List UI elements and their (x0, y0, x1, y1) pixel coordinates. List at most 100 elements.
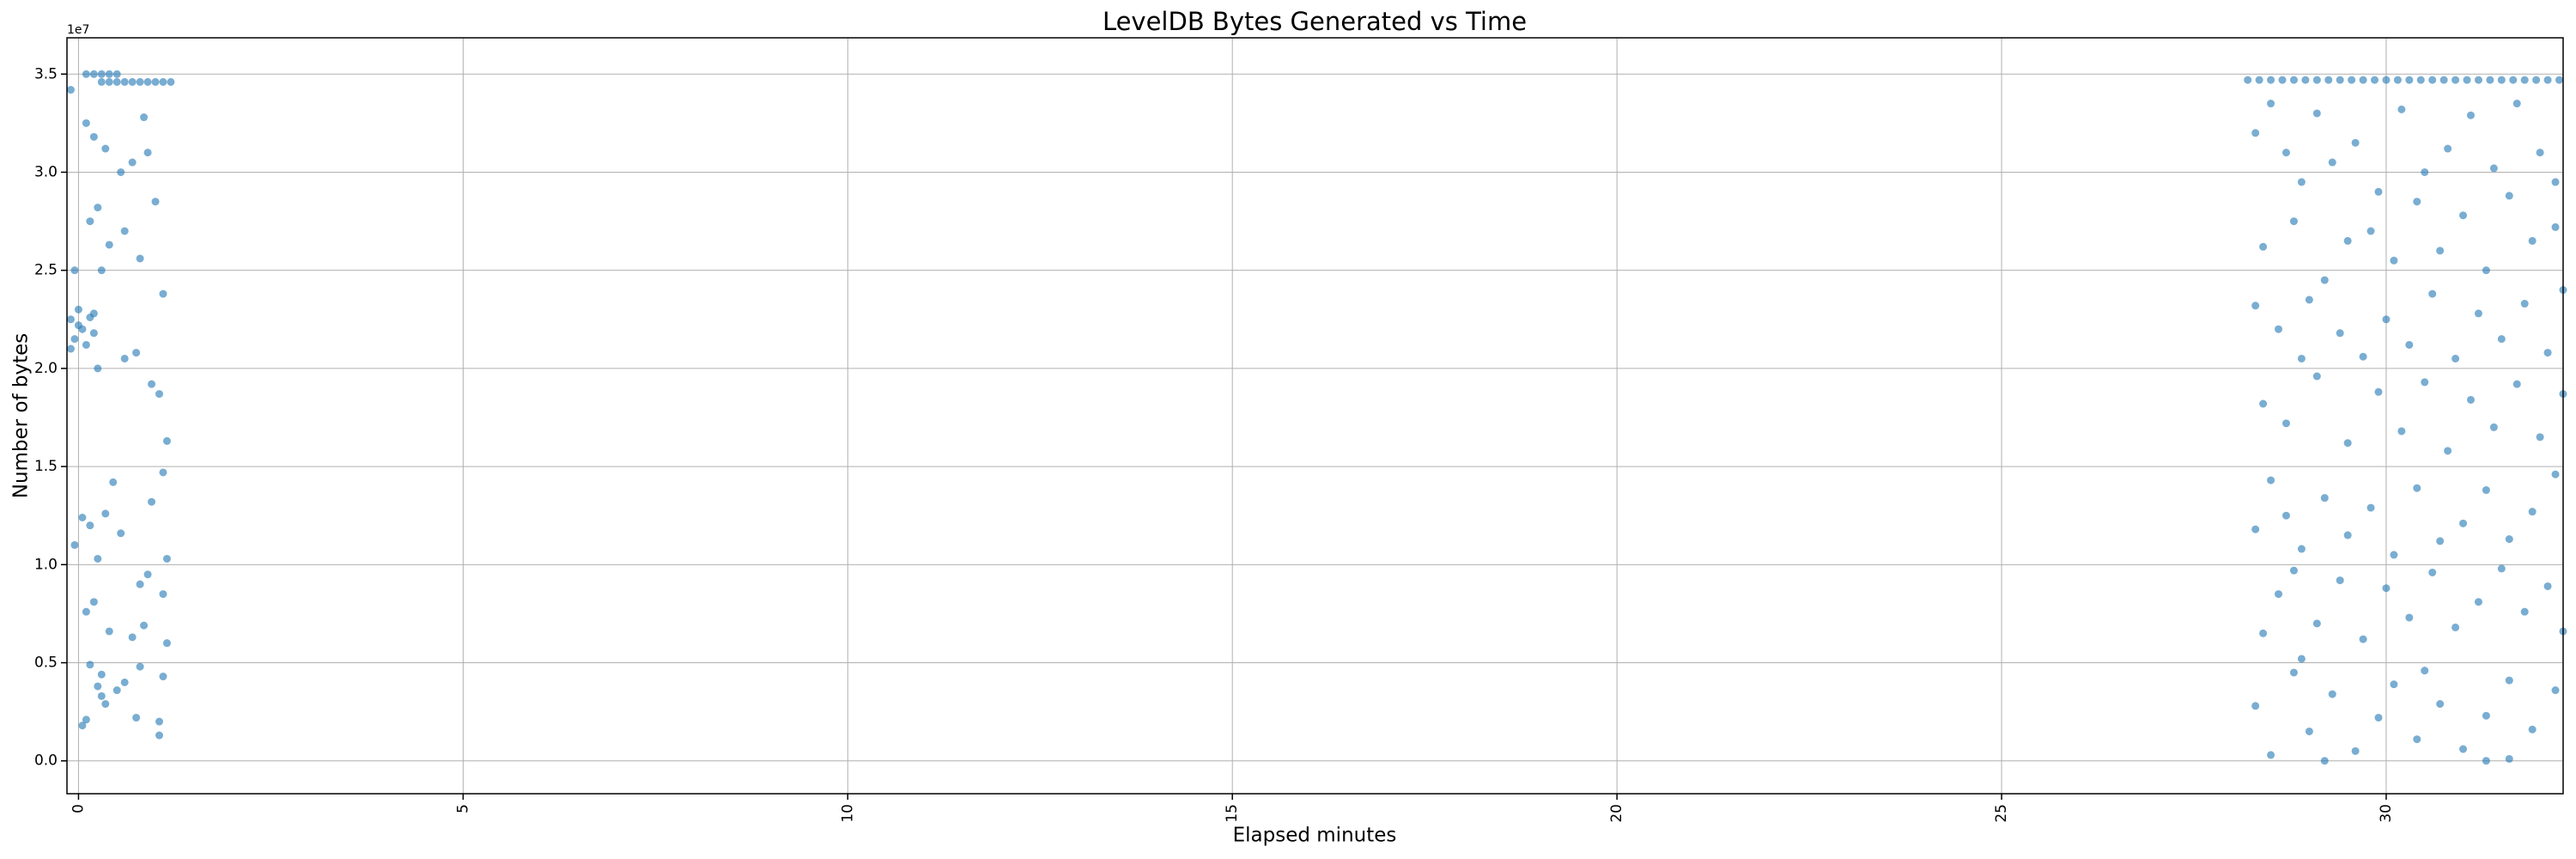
point (2428, 76, 2437, 84)
y-tick-label: 1.5 (34, 458, 58, 475)
point (2324, 76, 2333, 84)
point (2267, 100, 2275, 108)
point (2543, 76, 2552, 84)
point (143, 77, 152, 86)
point (101, 144, 110, 153)
point (2259, 242, 2268, 251)
point (128, 77, 137, 86)
point (2528, 508, 2537, 516)
point (2336, 329, 2344, 338)
chart-title: LevelDB Bytes Generated vs Time (1103, 7, 1527, 36)
point (159, 590, 167, 599)
point (128, 158, 137, 167)
point (120, 678, 129, 686)
point (2474, 76, 2482, 84)
point (2421, 667, 2429, 675)
point (2509, 76, 2518, 84)
point (2336, 76, 2344, 84)
point (2336, 576, 2344, 585)
point (2320, 757, 2329, 765)
point (120, 227, 129, 235)
point (112, 77, 121, 86)
point (2474, 598, 2482, 606)
point (86, 661, 94, 669)
point (2390, 256, 2398, 265)
point (2366, 503, 2375, 512)
y-tick-label: 3.5 (34, 65, 58, 82)
point (159, 673, 167, 681)
point (74, 305, 82, 314)
point (2451, 76, 2460, 84)
point (2312, 372, 2321, 381)
point (2390, 551, 2398, 559)
x-tick-label: 10 (839, 804, 856, 823)
point (136, 662, 144, 671)
point (162, 436, 171, 445)
point (159, 289, 167, 298)
point (2520, 607, 2529, 616)
point (2289, 668, 2298, 677)
point (2532, 76, 2541, 84)
point (70, 335, 79, 344)
point (2505, 535, 2513, 544)
point (117, 168, 125, 176)
point (2528, 236, 2537, 245)
point (89, 329, 98, 338)
point (2482, 757, 2490, 765)
point (2413, 735, 2421, 744)
point (2428, 289, 2437, 298)
point (2505, 192, 2513, 200)
x-tick-label: 5 (454, 804, 471, 813)
y-tick-label: 2.5 (34, 262, 58, 279)
point (2551, 222, 2560, 231)
point (89, 598, 98, 606)
point (94, 554, 102, 563)
point (120, 354, 129, 362)
point (2251, 129, 2260, 137)
point (66, 344, 75, 353)
point (2482, 266, 2490, 275)
point (78, 722, 87, 730)
point (2421, 168, 2429, 176)
point (2297, 545, 2306, 553)
point (2320, 276, 2329, 284)
point (143, 570, 152, 579)
point (2305, 295, 2313, 304)
point (2305, 727, 2313, 735)
point (2413, 198, 2421, 206)
point (94, 364, 102, 373)
point (82, 716, 90, 724)
point (97, 70, 106, 78)
point (2520, 76, 2529, 84)
point (89, 70, 98, 78)
point (2421, 378, 2429, 387)
point (2413, 484, 2421, 492)
point (2343, 531, 2352, 539)
point (2405, 340, 2414, 349)
point (2251, 525, 2260, 533)
point (2474, 309, 2482, 318)
point (132, 349, 141, 357)
point (167, 77, 175, 86)
point (2281, 511, 2290, 520)
point (2244, 76, 2252, 84)
point (97, 266, 106, 275)
point (2351, 746, 2360, 755)
point (155, 731, 164, 740)
point (2397, 105, 2406, 113)
x-axis-label: Elapsed minutes (1233, 825, 1397, 847)
point (2555, 76, 2564, 84)
point (2436, 247, 2445, 255)
point (2281, 419, 2290, 428)
point (78, 513, 87, 521)
point (120, 77, 129, 86)
point (2312, 109, 2321, 118)
point (2374, 713, 2383, 722)
point (162, 554, 171, 563)
point (140, 621, 149, 630)
point (2278, 76, 2287, 84)
point (74, 321, 82, 330)
point (70, 266, 79, 275)
point (82, 340, 90, 349)
